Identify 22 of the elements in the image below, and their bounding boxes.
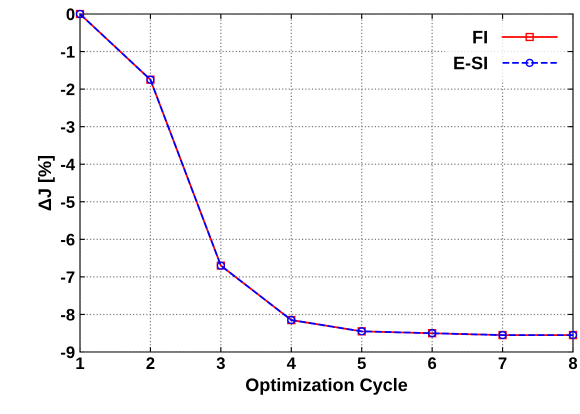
y-tick-label: 0 <box>66 8 74 20</box>
y-tick-label: -9 <box>60 346 75 358</box>
y-tick-label: -3 <box>60 121 75 133</box>
y-axis-title: ΔJ [%] <box>38 156 55 210</box>
y-tick-label: -8 <box>60 308 75 321</box>
y-tick-label: -5 <box>60 196 75 208</box>
y-tick-label: -4 <box>60 158 76 170</box>
x-tick-label: 5 <box>358 357 366 370</box>
y-tick-label: -2 <box>60 84 74 96</box>
legend-label: E-SI <box>454 56 487 70</box>
x-tick-label: 6 <box>428 357 436 370</box>
x-axis-title: Optimization Cycle <box>246 378 408 395</box>
x-tick-label: 8 <box>568 357 578 370</box>
x-tick-label: 1 <box>76 357 84 369</box>
y-tick-label: -1 <box>60 46 75 58</box>
x-tick-label: 7 <box>498 357 506 369</box>
x-tick-label: 4 <box>286 357 296 369</box>
x-tick-label: 2 <box>146 357 154 369</box>
x-tick-label: 3 <box>216 357 225 370</box>
y-tick-label: -7 <box>60 271 74 283</box>
legend-label: FI <box>473 30 487 44</box>
y-tick-label: -6 <box>60 234 75 246</box>
